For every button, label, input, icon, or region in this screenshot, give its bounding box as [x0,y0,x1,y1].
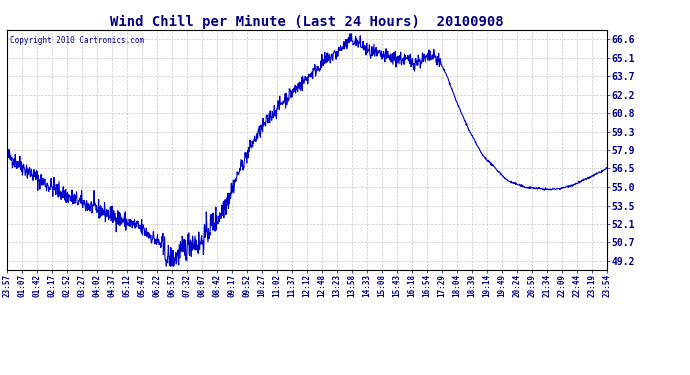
Title: Wind Chill per Minute (Last 24 Hours)  20100908: Wind Chill per Minute (Last 24 Hours) 20… [110,15,504,29]
Text: Copyright 2010 Cartronics.com: Copyright 2010 Cartronics.com [10,36,144,45]
